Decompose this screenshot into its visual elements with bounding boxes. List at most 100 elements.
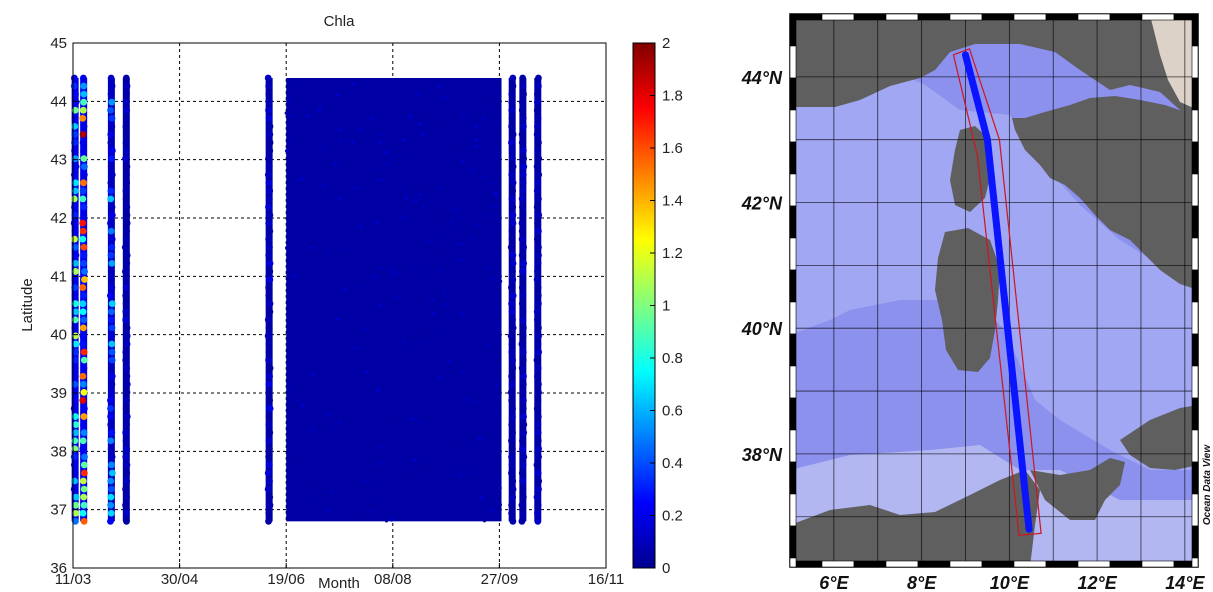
data-point [72,509,80,517]
data-point [71,469,79,477]
data-point [310,429,314,433]
data-point [438,298,442,303]
data-point [373,484,377,488]
data-point [391,272,395,276]
data-point [379,266,384,270]
data-point [265,324,273,332]
data-point [519,147,527,154]
frame-segment [1191,109,1199,143]
data-point [519,405,527,412]
data-point [518,131,526,138]
data-point [265,219,273,227]
frame-segment [1191,13,1199,47]
data-point [509,292,517,300]
data-point [498,503,503,507]
data-point [519,292,527,300]
data-point [108,155,116,163]
data-point [107,219,114,227]
frame-segment [789,365,797,399]
data-point [475,272,479,276]
longitude-label: 14°E [1165,573,1205,592]
data-point [329,196,334,200]
data-point [265,356,273,364]
data-point [472,234,477,238]
data-point [284,111,288,115]
data-point [535,332,543,340]
data-point [264,171,272,179]
data-point [72,493,80,501]
data-point [71,316,79,324]
data-point [430,268,435,272]
data-point [394,332,398,337]
data-point [518,517,526,525]
data-point [508,122,515,130]
data-point [108,356,116,364]
frame-segment [789,461,797,495]
data-point [123,179,131,187]
data-point [509,477,517,485]
data-point [72,429,80,437]
data-point [80,485,88,493]
data-point [123,219,131,227]
data-point [70,405,78,412]
data-point [519,308,527,316]
data-point [123,203,131,211]
data-point [491,204,495,208]
colorbar-tick-label: 1.4 [662,193,683,210]
frame-segment [1191,269,1199,303]
data-point [334,117,339,122]
data-point [107,405,114,412]
data-point [534,517,542,525]
data-point [472,399,476,403]
data-point [107,179,115,187]
data-point [265,251,273,259]
data-point [122,485,129,493]
frame-segment [949,13,983,21]
data-point [108,235,116,243]
data-point [108,453,116,461]
data-point [518,195,526,203]
data-point [265,380,273,388]
track-base [122,78,130,522]
data-point [533,203,541,211]
data-point [416,91,420,96]
data-point [450,220,454,224]
data-point [313,430,317,434]
data-point [535,171,543,179]
data-point [80,413,88,420]
data-point [330,490,334,494]
data-point [509,219,517,227]
data-point [424,340,428,344]
data-point [519,485,527,493]
data-point [122,276,130,283]
data-point [79,372,87,380]
data-point [265,155,272,163]
data-point [122,90,130,98]
data-point [509,203,517,211]
data-point [71,243,79,251]
data-point [301,403,305,407]
data-point [519,332,527,340]
data-point [385,161,389,165]
data-point [265,235,273,243]
data-point [370,510,374,514]
data-point [108,114,116,122]
data-point [79,445,87,453]
data-point [123,413,131,420]
data-point [442,291,447,295]
data-point [534,219,541,227]
colorbar-tick-label: 1.8 [662,88,683,105]
axis-ticks: 11/03 30/04 19/06 08/08 27/09 16/11 36 37 38 39 40… [50,35,624,588]
data-point [384,519,389,523]
data-point [356,452,360,456]
frame-segment [789,141,797,175]
data-point [352,517,356,522]
data-point [465,470,469,474]
data-point [107,421,115,429]
frame-segment [1109,13,1143,21]
data-point [494,383,499,387]
data-point [519,268,526,275]
colorbar-tick-label: 0.8 [662,350,683,367]
data-point [535,251,542,259]
data-point [533,461,541,469]
